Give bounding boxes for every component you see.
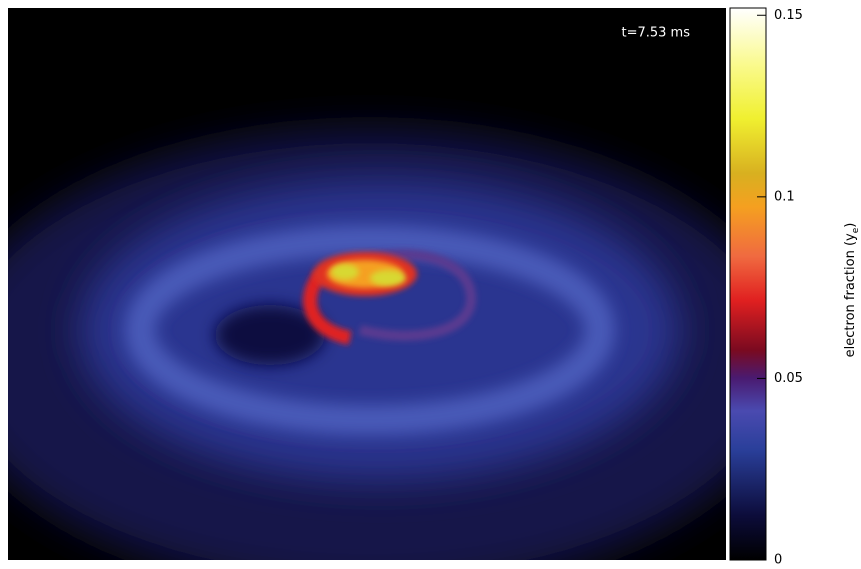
figure: t=7.53 ms 0 0.05 0.1 0.15 electron fraction… xyxy=(0,0,861,565)
simulation-image xyxy=(0,8,790,565)
label-text: electron fraction (y xyxy=(843,233,858,357)
colorbar xyxy=(730,8,766,560)
tick-label: 0.1 xyxy=(774,189,795,204)
tick-label: 0.05 xyxy=(774,371,803,386)
tick-label: 0 xyxy=(774,553,782,566)
label-close: ) xyxy=(843,223,858,228)
time-annotation: t=7.53 ms xyxy=(621,26,690,41)
colorbar-label: electron fraction (ye) xyxy=(843,223,861,358)
tick-label: 0.15 xyxy=(774,8,803,23)
